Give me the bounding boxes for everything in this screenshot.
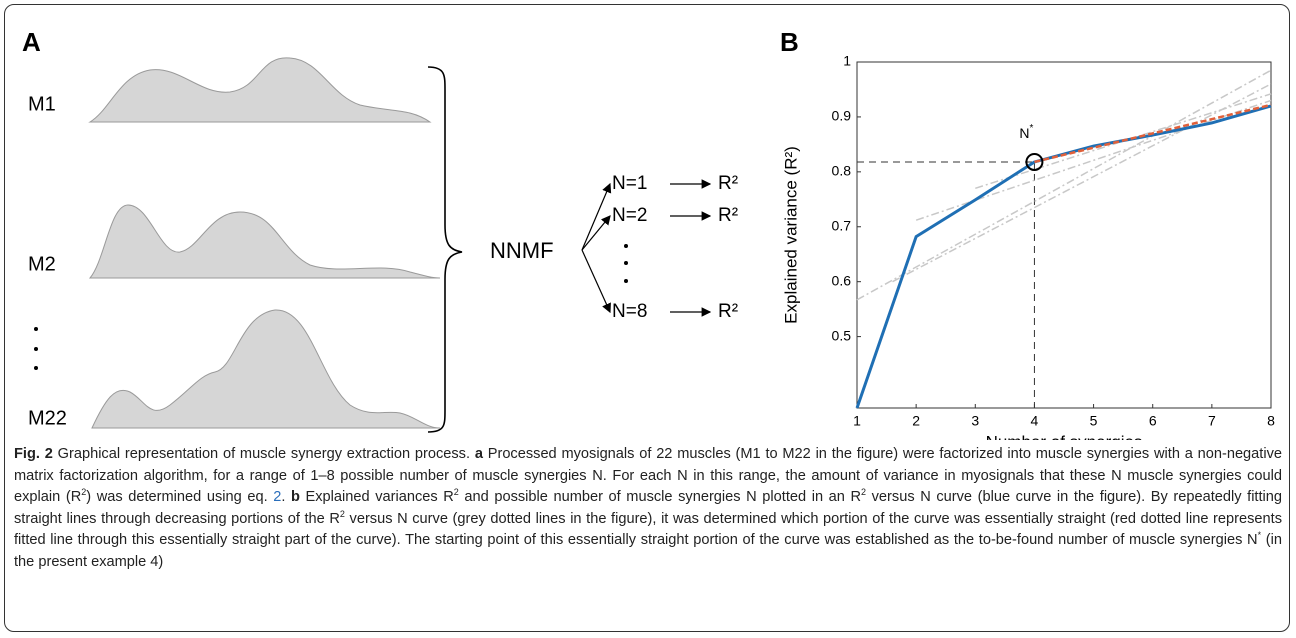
caption-sup: 2: [453, 487, 459, 498]
data-line: [855, 104, 1272, 409]
x-tick-label: 5: [1090, 413, 1098, 429]
caption-normal: and possible number of muscle synergies …: [458, 489, 862, 505]
muscle-label: M2: [28, 253, 56, 275]
x-axis-label: Number of synergies: [986, 432, 1143, 440]
x-tick-label: 1: [853, 413, 861, 429]
y-tick-label: 0.8: [832, 163, 852, 179]
caption-sup: *: [1257, 530, 1262, 541]
branch-r: R²: [718, 301, 738, 322]
caption-normal: (in the present example 4): [14, 532, 1282, 570]
x-tick-label: 6: [1149, 413, 1157, 429]
caption-link[interactable]: 2: [273, 489, 282, 505]
panel-label: B: [780, 27, 799, 57]
branch-n: N=1: [612, 173, 647, 194]
plot-frame: [856, 61, 1272, 409]
ellipsis-dots: [34, 244, 628, 370]
panel-label: A: [22, 27, 41, 57]
y-tick-label: 0.7: [832, 217, 852, 233]
branch-r: R²: [718, 173, 738, 194]
fit-line: [892, 83, 1272, 283]
waveform: [91, 309, 441, 429]
muscle-label: M1: [28, 93, 56, 115]
annotation-text: N: [1019, 125, 1029, 141]
arrows: [581, 179, 712, 317]
caption-bold: b: [291, 489, 300, 505]
y-tick-label: 1: [843, 53, 851, 69]
caption-normal: .: [281, 489, 291, 505]
annotation: N*: [1019, 123, 1033, 141]
method-label: NNMF: [490, 238, 554, 263]
y-tick-label: 0.9: [832, 108, 852, 124]
branch-n: N=8: [612, 301, 647, 322]
muscle-label: M22: [28, 407, 67, 429]
fit-line: [915, 99, 1272, 221]
caption-normal: Processed myosignals of 22 muscles (M1 t…: [14, 446, 1283, 505]
fit-line: [856, 69, 1272, 301]
figure: A M1 M2 M22 NNMF N=1 N=2 N=8 R² R² R² B …: [22, 27, 1275, 440]
caption-sup: 2: [81, 487, 87, 498]
branch-n: N=2: [612, 205, 647, 226]
caption-normal: Graphical representation of muscle syner…: [52, 446, 475, 462]
caption-bold: Fig. 2: [14, 446, 53, 462]
x-tick-label: 8: [1267, 413, 1275, 429]
waveform: [88, 204, 441, 279]
caption: Fig. 2 Graphical representation of muscl…: [14, 444, 1282, 573]
caption-normal: ) was determined using eq.: [86, 489, 274, 505]
y-tick-label: 0.5: [832, 327, 852, 343]
caption-normal: versus N curve (grey dotted lines in the…: [14, 510, 1282, 549]
x-tick-label: 2: [912, 413, 920, 429]
brace: [427, 66, 463, 433]
x-tick-label: 4: [1031, 413, 1039, 429]
caption-sup: 2: [861, 487, 867, 498]
caption-bold: a: [474, 446, 483, 462]
y-axis-label: Explained variance (R²): [781, 146, 800, 324]
caption-normal: versus N curve (blue curve in the figure…: [14, 489, 1283, 527]
annotation-sup: *: [1030, 123, 1034, 134]
caption-sup: 2: [339, 508, 345, 519]
caption-normal: Explained variances R: [299, 489, 454, 505]
y-tick-label: 0.6: [832, 272, 852, 288]
marker: [1025, 152, 1044, 171]
figure-frame: [4, 4, 1290, 632]
waveform: [88, 57, 432, 123]
x-tick-label: 7: [1208, 413, 1216, 429]
branch-r: R²: [718, 205, 738, 226]
x-tick-label: 3: [971, 413, 979, 429]
fit-line: [1034, 103, 1272, 164]
